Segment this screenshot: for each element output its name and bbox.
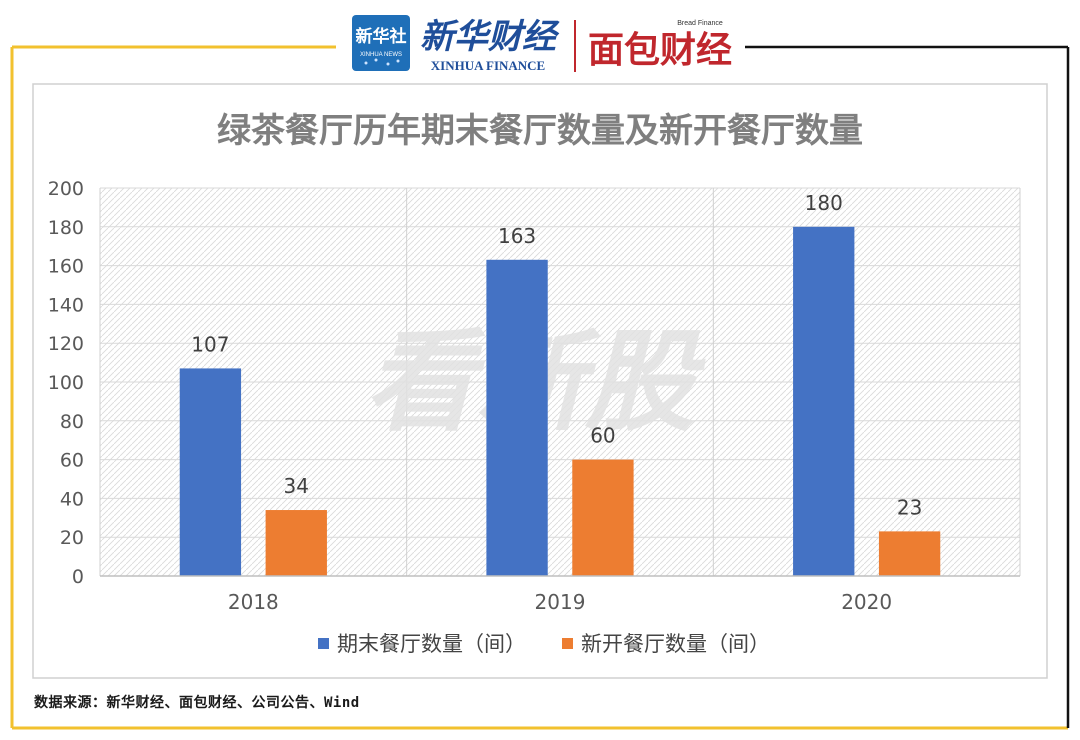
- bread-finance-logo: Bread Finance 面包财经: [588, 20, 732, 71]
- xinhua-badge-sub: XINHUA NEWS: [360, 52, 402, 58]
- y-tick-label: 140: [48, 294, 84, 316]
- y-tick-label: 20: [60, 527, 84, 549]
- y-tick-label: 200: [48, 178, 84, 200]
- legend-item-series2: 新开餐厅数量（间）: [562, 628, 770, 658]
- data-label: 107: [191, 332, 229, 356]
- x-tick-label: 2020: [841, 590, 892, 614]
- xinhua-finance-en: XINHUA FINANCE: [431, 58, 545, 73]
- bar-new-restaurants-2019: [572, 459, 634, 576]
- data-label: 180: [805, 191, 843, 215]
- xinhua-badge-text: 新华社: [356, 26, 407, 47]
- y-tick-label: 60: [60, 450, 84, 472]
- x-tick-label: 2018: [228, 590, 279, 614]
- bar-year-end-restaurants-2020: [793, 226, 855, 577]
- y-tick-label: 100: [48, 372, 84, 394]
- bar-year-end-restaurants-2018: [179, 368, 242, 576]
- axis-layer: 0 20 40 60 80 100 120 140 160 180 200 2018 2019 2020: [48, 178, 1020, 614]
- y-tick-label: 0: [72, 566, 84, 588]
- data-label: 163: [498, 224, 536, 248]
- y-tick-label: 40: [60, 488, 84, 510]
- bread-finance-cn: 面包财经: [588, 30, 732, 71]
- xinhua-news-logo: 新华社 XINHUA NEWS: [352, 15, 410, 71]
- xinhua-finance-cn: 新华财经: [420, 17, 560, 57]
- legend-swatch-series1: [318, 637, 329, 649]
- y-tick-label: 120: [48, 333, 84, 355]
- legend-label-series2: 新开餐厅数量（间）: [581, 632, 770, 656]
- data-label: 23: [897, 495, 922, 519]
- chart-title: 绿茶餐厅历年期末餐厅数量及新开餐厅数量: [217, 111, 863, 151]
- data-label: 60: [590, 424, 615, 448]
- y-tick-label: 180: [48, 217, 84, 239]
- grid-layer: [99, 187, 1021, 577]
- source-note: 数据来源：新华财经、面包财经、公司公告、Wind: [34, 695, 360, 711]
- bread-finance-en: Bread Finance: [677, 20, 723, 27]
- legend-swatch-series2: [562, 637, 573, 649]
- labels-layer: 107 34 163 60 180 23: [191, 191, 922, 520]
- bar-new-restaurants-2018: [265, 510, 327, 576]
- bar-year-end-restaurants-2019: [486, 259, 548, 576]
- legend-label-series1: 期末餐厅数量（间）: [337, 632, 526, 656]
- data-label: 34: [284, 474, 309, 498]
- bar-new-restaurants-2020: [878, 531, 941, 576]
- xinhua-finance-logo: 新华财经 XINHUA FINANCE: [420, 17, 560, 73]
- bars-layer: [179, 226, 941, 577]
- legend-item-series1: 期末餐厅数量（间）: [318, 628, 526, 658]
- y-tick-label: 80: [60, 411, 84, 433]
- y-tick-label: 160: [48, 256, 84, 278]
- x-tick-label: 2019: [535, 590, 586, 614]
